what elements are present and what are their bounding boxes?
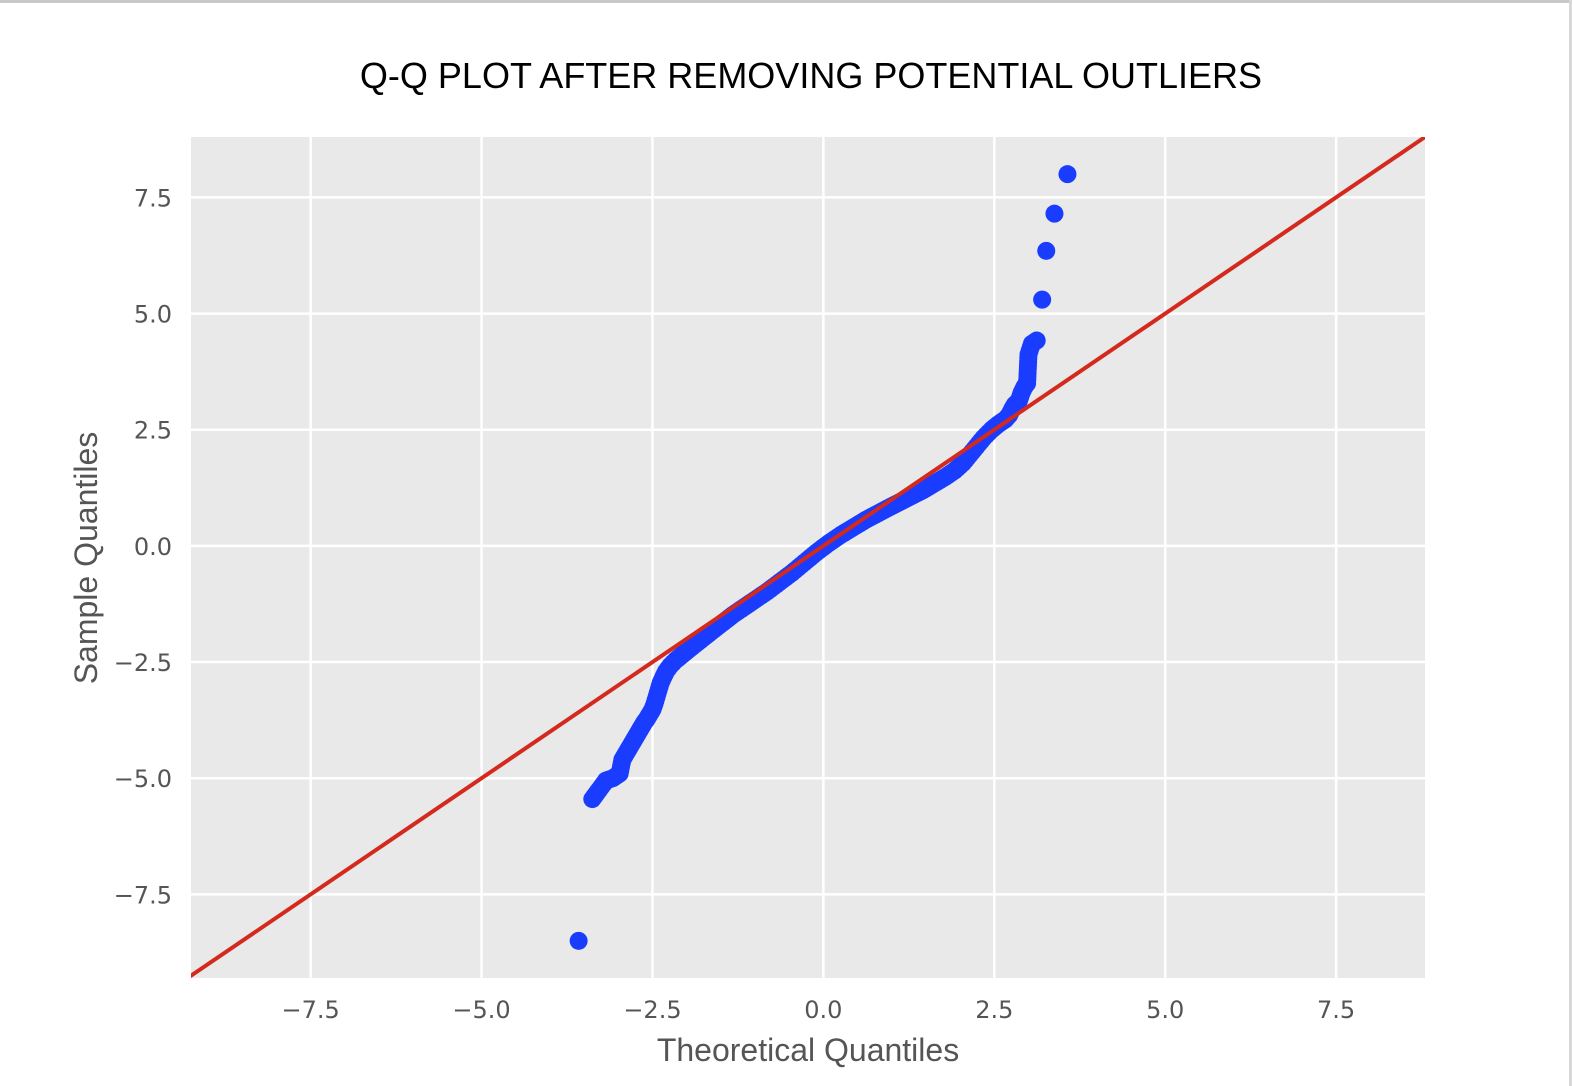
x-tick-label: 0.0 (804, 996, 842, 1024)
window-top-border (0, 0, 1572, 3)
x-axis-label: Theoretical Quantiles (657, 1032, 959, 1068)
x-tick-label: 2.5 (975, 996, 1013, 1024)
data-point (1027, 331, 1046, 350)
window-right-border (1569, 0, 1572, 1086)
y-tick-label: 2.5 (134, 417, 172, 445)
y-tick-label: 7.5 (134, 184, 172, 212)
y-tick-labels: 7.5 5.0 2.5 0.0 −2.5 −5.0 −7.5 (114, 184, 172, 909)
y-tick-label: 0.0 (134, 533, 172, 561)
grid-lines (191, 137, 1425, 978)
x-tick-label: −5.0 (452, 996, 510, 1024)
data-point (1037, 241, 1056, 260)
y-tick-label: −5.0 (114, 765, 172, 793)
data-point (569, 931, 588, 950)
y-axis-label: Sample Quantiles (68, 432, 104, 685)
y-tick-label: 5.0 (134, 301, 172, 329)
x-tick-label: 7.5 (1317, 996, 1355, 1024)
data-point (1045, 204, 1064, 223)
x-tick-label: 5.0 (1146, 996, 1184, 1024)
data-point (1058, 165, 1077, 184)
chart-title: Q-Q PLOT AFTER REMOVING POTENTIAL OUTLIE… (360, 55, 1262, 96)
reference-line (191, 137, 1425, 978)
data-point (1018, 374, 1037, 393)
data-point (1033, 290, 1052, 309)
y-tick-label: −7.5 (114, 881, 172, 909)
x-tick-label: −2.5 (623, 996, 681, 1024)
y-tick-label: −2.5 (114, 649, 172, 677)
x-tick-labels: −7.5 −5.0 −2.5 0.0 2.5 5.0 7.5 (281, 996, 1355, 1024)
x-tick-label: −7.5 (281, 996, 339, 1024)
